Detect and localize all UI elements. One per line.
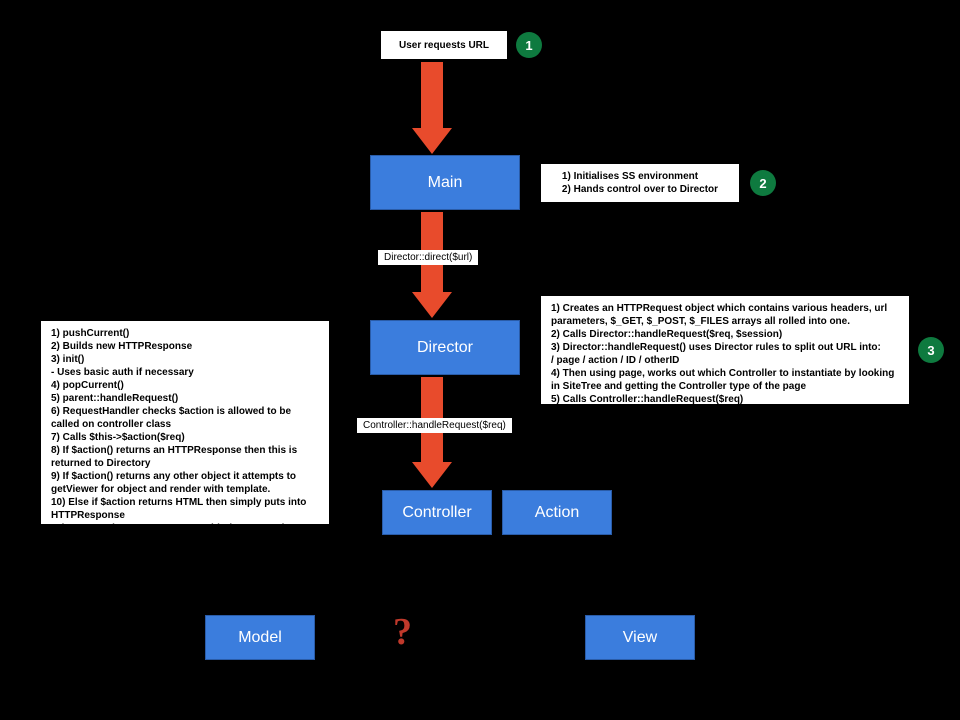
note-step-3: 1) Creates an HTTPRequest object which c… bbox=[540, 295, 910, 405]
node-label: Main bbox=[428, 174, 463, 192]
node-main: Main bbox=[370, 155, 520, 210]
step-badge-3: 3 bbox=[918, 337, 944, 363]
node-user-requests-url: User requests URL bbox=[380, 30, 508, 60]
arrow-user-to-main bbox=[412, 62, 452, 154]
note-step-2: 1) Initialises SS environment 2) Hands c… bbox=[540, 163, 740, 203]
node-view: View bbox=[585, 615, 695, 660]
node-director: Director bbox=[370, 320, 520, 375]
edge-label-director-controller: Controller::handleRequest($req) bbox=[357, 418, 512, 433]
note-text: 1) pushCurrent() 2) Builds new HTTPRespo… bbox=[51, 327, 319, 548]
node-label: Action bbox=[535, 504, 579, 522]
node-model: Model bbox=[205, 615, 315, 660]
node-label: Controller bbox=[402, 504, 471, 522]
node-label: View bbox=[623, 629, 657, 647]
node-label: User requests URL bbox=[399, 39, 489, 52]
node-label: Director bbox=[417, 339, 473, 357]
node-controller: Controller bbox=[382, 490, 492, 535]
note-text: 1) Creates an HTTPRequest object which c… bbox=[551, 302, 899, 406]
note-controller-detail: 1) pushCurrent() 2) Builds new HTTPRespo… bbox=[40, 320, 330, 525]
node-label: Model bbox=[238, 629, 282, 647]
question-mark: ? bbox=[393, 610, 412, 654]
step-badge-1: 1 bbox=[516, 32, 542, 58]
edge-label-main-director: Director::direct($url) bbox=[378, 250, 478, 265]
note-text: 1) Initialises SS environment 2) Hands c… bbox=[562, 170, 718, 196]
arrow-main-to-director bbox=[412, 212, 452, 318]
node-action: Action bbox=[502, 490, 612, 535]
step-badge-2: 2 bbox=[750, 170, 776, 196]
